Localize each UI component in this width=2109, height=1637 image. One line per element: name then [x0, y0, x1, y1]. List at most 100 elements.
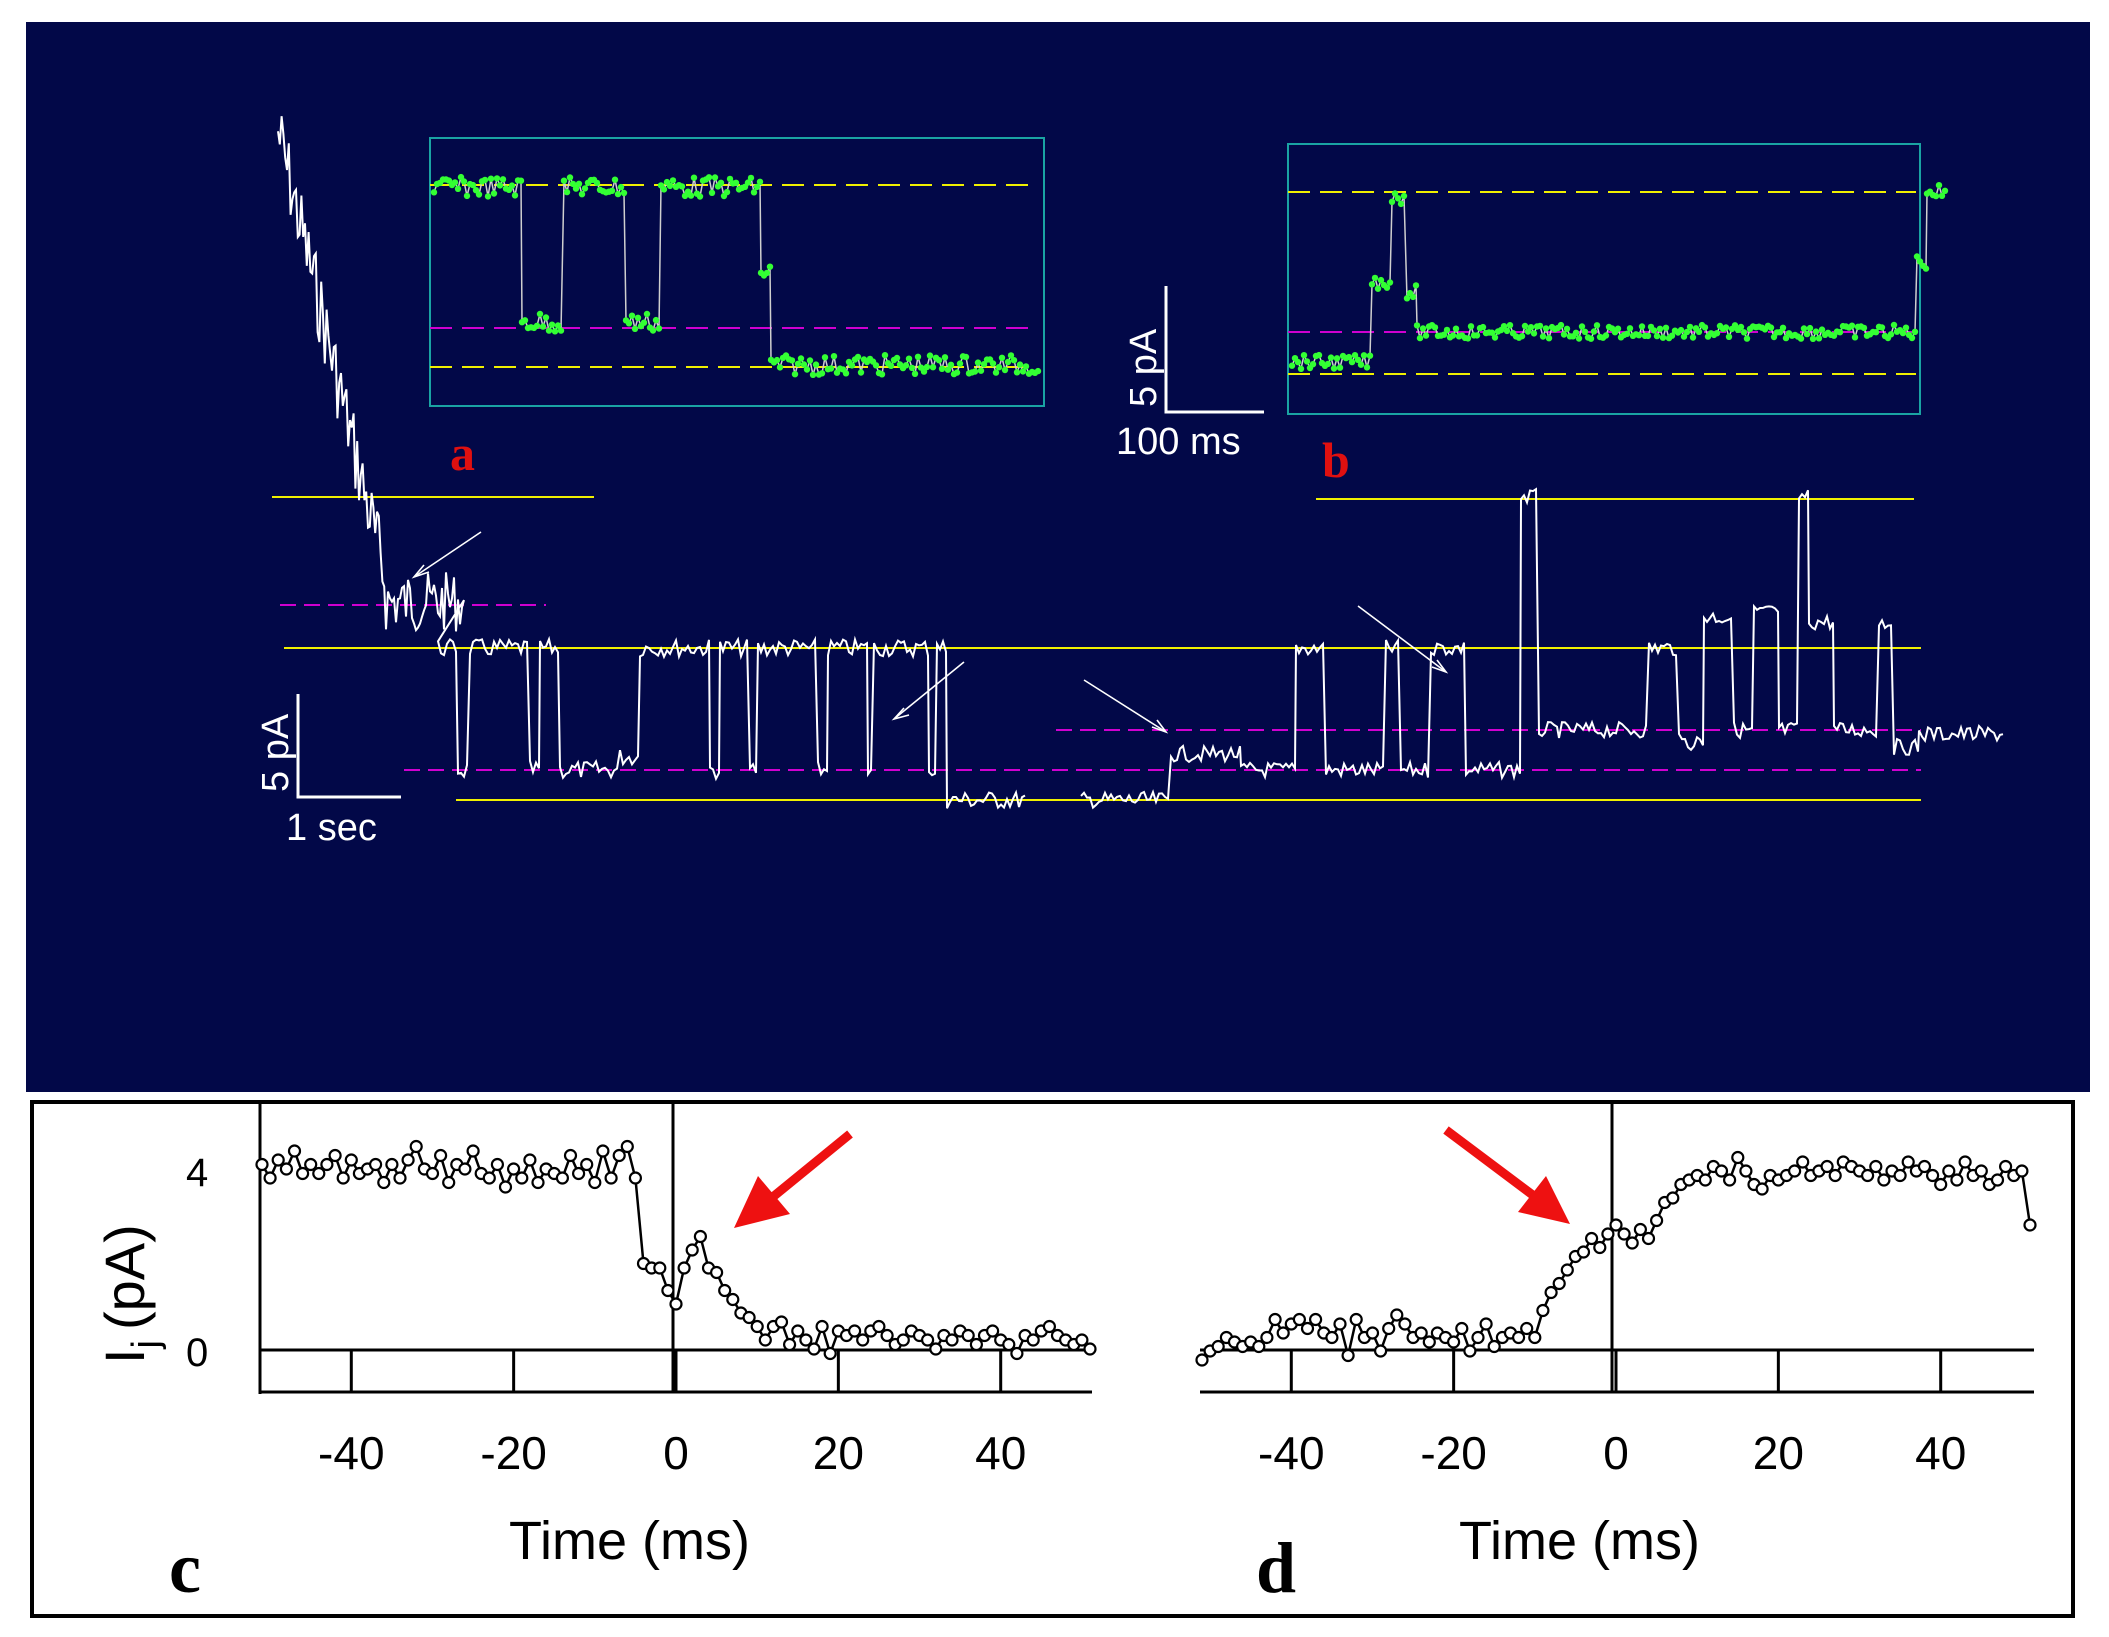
inset-point — [454, 185, 462, 192]
inset-point — [989, 360, 997, 367]
inset-point — [1872, 329, 1880, 336]
data-point — [1560, 1263, 1574, 1277]
inset-point — [1473, 332, 1481, 339]
inset-point — [1836, 329, 1844, 336]
inset-point — [578, 191, 586, 198]
inset-point — [974, 359, 982, 366]
main-scale-current-label: 5 pA — [255, 713, 297, 792]
inset-point — [1602, 332, 1610, 339]
data-point — [442, 1175, 456, 1190]
panel-d-axes — [1200, 1104, 2034, 1394]
inset-point — [1539, 333, 1547, 340]
data-point — [1877, 1173, 1891, 1187]
inset-point — [548, 321, 556, 328]
inset-point — [995, 364, 1003, 371]
data-point — [1739, 1164, 1753, 1178]
inset-point — [554, 322, 562, 329]
data-point — [1268, 1312, 1282, 1327]
data-point — [1869, 1159, 1883, 1174]
inset-point — [803, 366, 811, 373]
inset-point — [1770, 333, 1778, 341]
data-point — [1211, 1339, 1225, 1354]
inset-point — [1348, 358, 1356, 366]
inset-point — [1506, 322, 1514, 329]
data-point — [1010, 1346, 1024, 1361]
inset-point — [806, 357, 814, 364]
data-point — [369, 1157, 383, 1172]
inset-point — [1560, 331, 1568, 338]
data-point — [1787, 1164, 1802, 1178]
data-point — [815, 1319, 829, 1334]
inset-point — [533, 322, 541, 329]
inset-point — [905, 355, 913, 362]
inset-point — [1557, 321, 1565, 329]
data-point — [1625, 1236, 1639, 1250]
inset-point — [581, 185, 589, 192]
inset-point — [842, 370, 850, 377]
main-current-trace-left — [277, 116, 1026, 810]
data-point — [1698, 1173, 1712, 1187]
inset-point — [1578, 323, 1586, 330]
inset-point — [1818, 326, 1826, 333]
inset-point — [1374, 285, 1382, 292]
inset-point — [1388, 198, 1396, 205]
data-point — [336, 1171, 350, 1185]
inset-point — [887, 362, 895, 369]
inset-point — [655, 325, 663, 332]
inset-point — [1695, 328, 1703, 335]
inset-point — [878, 371, 886, 378]
inset-point — [914, 353, 922, 360]
inset-point — [1413, 322, 1421, 329]
x-tick-label: 40 — [1915, 1427, 1966, 1479]
red-arrow-c — [734, 1130, 853, 1228]
inset-point — [1357, 361, 1365, 368]
inset-point — [1300, 352, 1308, 359]
inset-point — [1371, 274, 1379, 282]
inset-point — [572, 185, 580, 192]
inset-point — [1878, 324, 1886, 331]
inset-point — [1452, 325, 1460, 332]
arrow-icon — [1518, 1176, 1570, 1224]
data-point — [458, 1162, 472, 1176]
inset-point — [809, 371, 817, 378]
data-point — [1414, 1326, 1428, 1340]
data-point — [742, 1310, 756, 1325]
data-point — [1002, 1337, 1016, 1352]
inset-point — [1635, 332, 1643, 339]
inset-point — [1922, 265, 1930, 272]
data-point — [409, 1139, 423, 1154]
data-point — [1552, 1276, 1566, 1291]
inset-point — [1416, 334, 1424, 342]
inset-point — [484, 193, 492, 200]
inset-point — [1815, 335, 1823, 342]
inset-point — [938, 365, 946, 372]
inset-point — [1351, 352, 1359, 359]
data-point — [1195, 1353, 1209, 1367]
arrow-icon — [1083, 679, 1167, 733]
inset-point — [1363, 364, 1371, 371]
panel-d-xlabel: Time (ms) — [1459, 1511, 1700, 1571]
inset-point — [499, 176, 507, 183]
data-point — [896, 1333, 910, 1347]
inset-point — [563, 188, 571, 196]
inset-point — [1662, 324, 1670, 331]
inset-point — [1701, 324, 1709, 331]
data-point — [726, 1292, 740, 1307]
inset-point — [1587, 335, 1595, 342]
data-point — [1325, 1330, 1339, 1345]
data-point — [531, 1175, 545, 1190]
inset-point — [708, 189, 716, 196]
data-point — [1349, 1312, 1363, 1327]
data-point — [1990, 1173, 2005, 1187]
data-point — [1925, 1168, 1940, 1183]
inset-point — [1779, 324, 1787, 331]
data-point — [1260, 1330, 1274, 1345]
data-point — [920, 1333, 935, 1347]
inset-point — [496, 182, 504, 189]
data-point — [563, 1148, 578, 1163]
inset-point — [998, 354, 1006, 361]
inset-point — [1713, 330, 1721, 337]
inset-scale-time-label: 100 ms — [1116, 421, 1241, 463]
data-point — [1649, 1213, 1664, 1228]
inset-point — [1034, 367, 1042, 375]
